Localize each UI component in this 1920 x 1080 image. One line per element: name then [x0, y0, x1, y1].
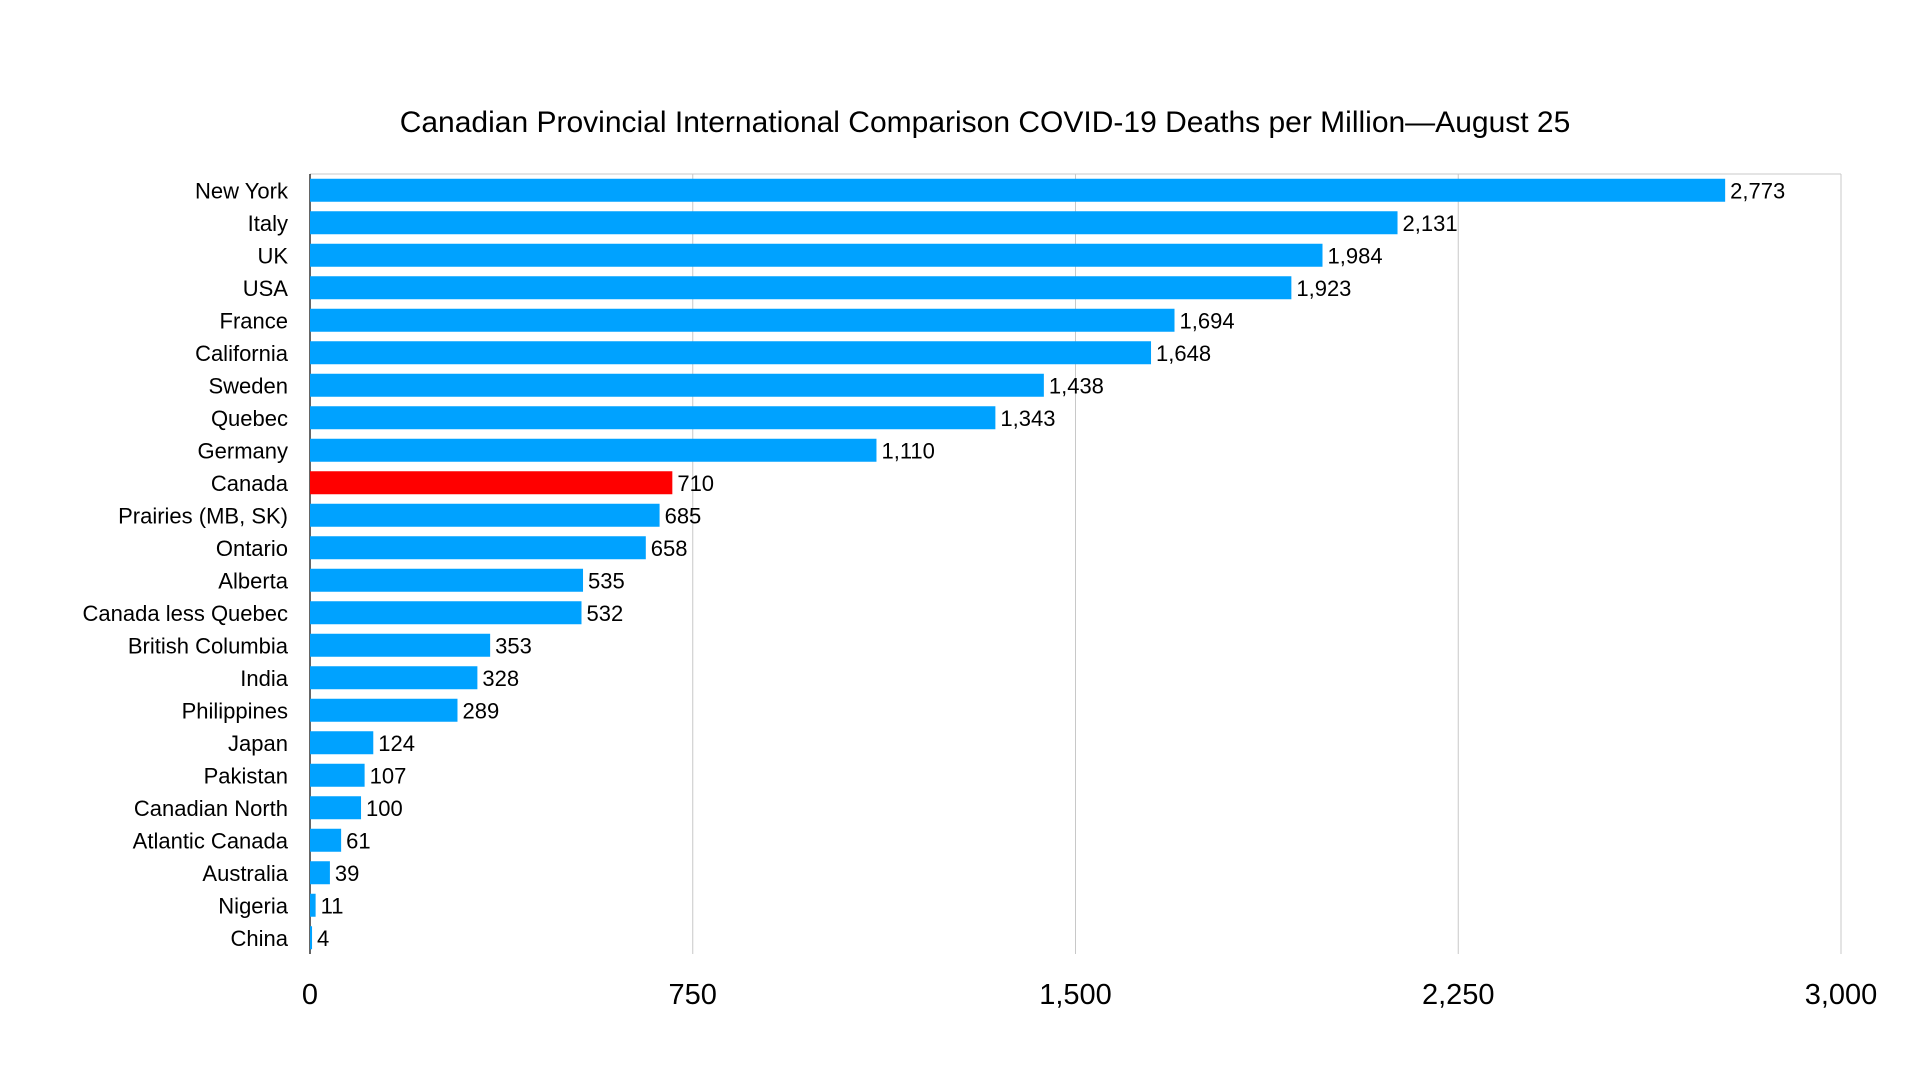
- x-axis-ticks: 0 750 1,500 2,250 3,000: [302, 979, 1877, 1011]
- data-label: 1,343: [1000, 406, 1055, 431]
- data-label: 1,110: [881, 438, 934, 463]
- data-label: 289: [462, 698, 499, 723]
- data-label: 1,438: [1049, 373, 1104, 398]
- bar-philippines: [310, 698, 458, 722]
- category-label: Nigeria: [218, 893, 288, 918]
- data-label: 2,131: [1403, 211, 1458, 236]
- bar-india: [310, 666, 478, 690]
- bar-alberta: [310, 568, 584, 592]
- bar-canada: [310, 471, 673, 495]
- chart-title: Canadian Provincial International Compar…: [400, 106, 1571, 139]
- category-label: Atlantic Canada: [133, 828, 289, 853]
- bar-france: [310, 308, 1175, 332]
- bar-sweden: [310, 373, 1044, 397]
- bar-australia: [310, 861, 330, 885]
- category-label: Ontario: [216, 536, 288, 561]
- data-label: 124: [378, 731, 415, 756]
- category-label: France: [220, 308, 288, 333]
- bar-ontario: [310, 536, 646, 560]
- bar-japan: [310, 731, 374, 755]
- category-label: China: [231, 926, 289, 951]
- category-label: New York: [195, 178, 289, 203]
- bar-prairies-mb-sk: [310, 503, 660, 527]
- data-label: 685: [665, 503, 702, 528]
- data-label: 328: [482, 666, 519, 691]
- data-label: 39: [335, 861, 359, 886]
- data-label: 710: [677, 471, 714, 496]
- bar-atlantic-canada: [310, 828, 342, 852]
- bar-nigeria: [310, 893, 316, 917]
- data-label: 61: [346, 828, 370, 853]
- data-label: 658: [651, 536, 688, 561]
- x-tick-label: 1,500: [1039, 979, 1112, 1011]
- bar-pakistan: [310, 763, 365, 787]
- category-label: California: [195, 341, 289, 366]
- data-label: 1,984: [1328, 243, 1383, 268]
- bar-usa: [310, 276, 1292, 300]
- data-label: 353: [495, 633, 532, 658]
- data-label: 107: [370, 763, 407, 788]
- bar-british-columbia: [310, 633, 491, 657]
- bar-china: [310, 926, 313, 950]
- category-label: Japan: [228, 731, 288, 756]
- category-label: Quebec: [211, 406, 288, 431]
- data-label: 1,923: [1296, 276, 1351, 301]
- bar-germany: [310, 438, 877, 462]
- category-label: Canada less Quebec: [83, 601, 288, 626]
- category-label: Italy: [248, 211, 288, 236]
- data-label: 11: [321, 893, 344, 918]
- category-label: Pakistan: [204, 763, 288, 788]
- x-tick-label: 750: [669, 979, 717, 1011]
- bar-canadian-north: [310, 796, 362, 820]
- bar-quebec: [310, 406, 996, 430]
- category-label: UK: [257, 243, 288, 268]
- category-label: Sweden: [208, 373, 288, 398]
- category-label: Germany: [198, 438, 288, 463]
- category-label: Canada: [211, 471, 289, 496]
- x-tick-label: 0: [302, 979, 318, 1011]
- category-label: British Columbia: [128, 633, 289, 658]
- data-label: 1,648: [1156, 341, 1211, 366]
- x-tick-label: 3,000: [1805, 979, 1878, 1011]
- data-label: 532: [586, 601, 623, 626]
- bars: New York 2,773 Italy 2,131 UK 1,984 USA 1,923 Fr…: [83, 178, 1786, 951]
- category-label: USA: [243, 276, 289, 301]
- bar-california: [310, 341, 1152, 365]
- data-label: 1,694: [1180, 308, 1235, 333]
- bar-new-york: [310, 178, 1726, 202]
- category-label: Prairies (MB, SK): [118, 503, 288, 528]
- category-label: India: [240, 666, 288, 691]
- bar-italy: [310, 211, 1398, 235]
- data-label: 100: [366, 796, 403, 821]
- data-label: 2,773: [1730, 178, 1785, 203]
- category-label: Alberta: [218, 568, 288, 593]
- data-label: 535: [588, 568, 625, 593]
- bar-uk: [310, 243, 1323, 267]
- category-label: Australia: [202, 861, 288, 886]
- gridlines: [309, 173, 1842, 954]
- x-tick-label: 2,250: [1422, 979, 1495, 1011]
- category-label: Canadian North: [134, 796, 288, 821]
- category-label: Philippines: [182, 698, 288, 723]
- bar-canada-less-quebec: [310, 601, 582, 625]
- data-label: 4: [317, 926, 329, 951]
